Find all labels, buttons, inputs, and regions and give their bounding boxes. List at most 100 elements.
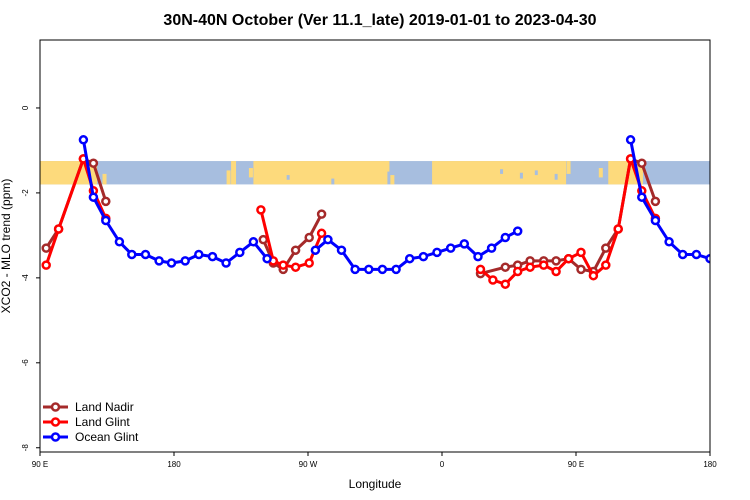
series-ocean-glint — [78, 135, 710, 275]
data-point — [316, 228, 327, 239]
data-point — [180, 256, 190, 266]
x-tick-label: 180 — [167, 460, 181, 469]
y-tick-label: -8 — [21, 444, 30, 452]
data-point — [432, 247, 442, 258]
data-point — [310, 245, 321, 255]
data-point — [418, 251, 429, 262]
data-point — [235, 247, 245, 258]
map-land — [608, 161, 613, 169]
map-land — [390, 175, 395, 185]
x-tick-label: 90 E — [32, 460, 48, 469]
data-point — [576, 264, 586, 275]
data-point — [41, 243, 51, 253]
map-land — [519, 161, 524, 170]
data-point — [576, 247, 586, 258]
data-point — [221, 258, 231, 268]
series-line — [314, 229, 519, 271]
x-tick-label: 90 W — [299, 460, 318, 469]
y-tick-label: 0 — [21, 105, 30, 110]
map-land — [231, 161, 237, 185]
map-land — [539, 173, 544, 181]
map-land — [253, 161, 388, 185]
data-point — [637, 158, 647, 168]
map-land — [499, 172, 504, 183]
legend-swatch-marker — [50, 417, 61, 427]
data-point — [391, 264, 401, 275]
data-point — [78, 135, 89, 145]
data-point — [650, 215, 661, 226]
data-point — [588, 270, 599, 281]
data-point — [664, 237, 674, 247]
data-point — [166, 258, 177, 268]
data-point — [445, 243, 456, 253]
data-point — [304, 258, 314, 268]
map-water — [331, 178, 335, 185]
x-axis-label: Longitude — [349, 477, 402, 491]
data-point — [677, 249, 688, 260]
data-point — [613, 224, 623, 234]
y-tick-label: -6 — [21, 359, 30, 367]
map-land — [598, 168, 603, 178]
map-land — [484, 165, 489, 173]
data-point — [512, 226, 523, 236]
data-point — [248, 237, 259, 247]
series-line — [81, 139, 269, 265]
data-point — [88, 158, 99, 168]
legend-item: Land Nadir — [43, 400, 134, 414]
map-water — [519, 172, 523, 179]
y-tick-label: -2 — [21, 189, 30, 197]
data-point — [154, 256, 164, 266]
data-point — [486, 243, 497, 253]
data-point — [705, 253, 710, 264]
y-axis-label: XCO2 - MLO trend (ppm) — [0, 179, 13, 314]
x-axis: 90 E 180 90 W 0 90 E 180 — [32, 452, 717, 469]
data-point — [114, 237, 125, 247]
data-point — [290, 245, 301, 255]
map-water — [534, 170, 538, 176]
legend-item: Land Glint — [43, 415, 130, 429]
data-point — [290, 262, 301, 272]
y-axis: 0 -2 -4 -6 -8 — [21, 105, 40, 451]
x-tick-label: 0 — [440, 460, 445, 469]
map-land — [102, 173, 107, 185]
legend-label: Land Glint — [75, 415, 130, 429]
y-tick-label: -4 — [21, 274, 30, 282]
data-point — [256, 205, 266, 215]
map-land — [432, 161, 567, 185]
map-land — [566, 161, 571, 174]
data-point — [637, 192, 647, 202]
data-point — [525, 262, 535, 272]
map-land — [435, 161, 440, 171]
chart-title: 30N-40N October (Ver 11.1_late) 2019-01-… — [163, 12, 596, 29]
data-point — [323, 234, 333, 245]
data-point — [278, 260, 288, 270]
data-point — [262, 253, 272, 264]
data-point — [377, 264, 388, 275]
data-point — [336, 245, 347, 255]
data-point — [350, 264, 360, 275]
map-water — [554, 173, 558, 180]
data-point — [127, 249, 137, 260]
series-line — [259, 209, 323, 269]
map-land — [385, 161, 390, 172]
data-point — [625, 135, 636, 145]
data-point — [551, 266, 561, 277]
x-tick-label: 180 — [703, 460, 717, 469]
data-point — [404, 253, 415, 264]
data-point — [475, 264, 486, 275]
data-point — [101, 196, 111, 207]
legend-swatch-marker — [50, 402, 61, 412]
data-point — [41, 260, 51, 270]
data-point — [488, 275, 498, 285]
data-point — [538, 260, 549, 270]
data-point — [101, 215, 111, 226]
x-tick-label: 90 E — [568, 460, 584, 469]
data-point — [304, 232, 314, 243]
map-land — [459, 171, 464, 180]
data-point — [140, 249, 151, 260]
data-point — [500, 232, 511, 243]
series-layer — [41, 135, 710, 289]
legend-label: Land Nadir — [75, 400, 134, 414]
